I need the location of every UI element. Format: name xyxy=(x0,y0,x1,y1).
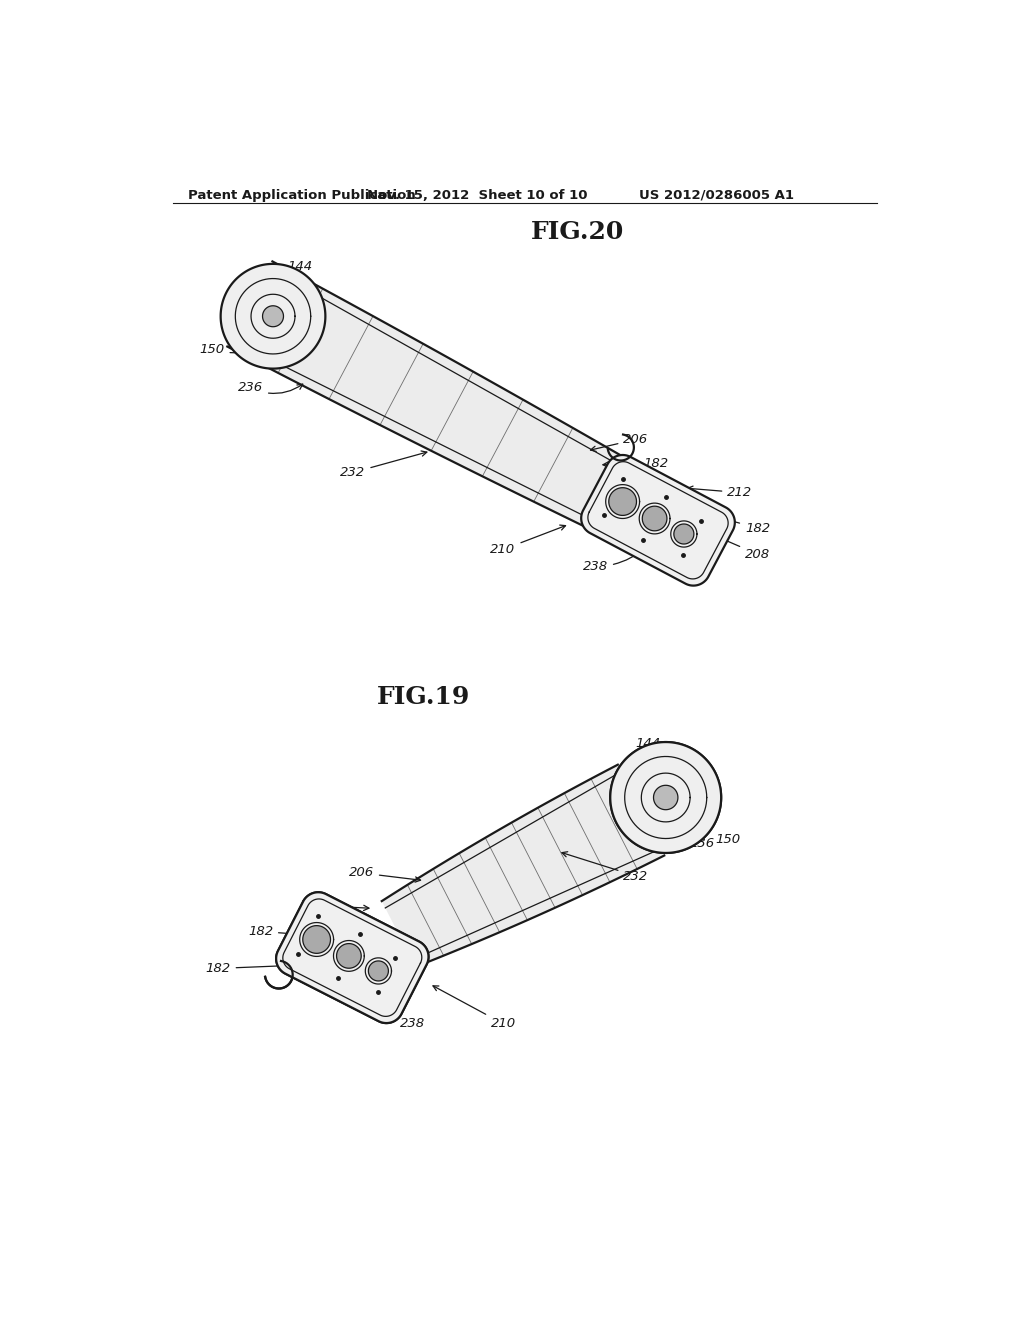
Polygon shape xyxy=(642,506,667,531)
Polygon shape xyxy=(610,742,721,853)
Text: 144: 144 xyxy=(636,738,667,754)
Polygon shape xyxy=(303,925,331,953)
Text: Nov. 15, 2012  Sheet 10 of 10: Nov. 15, 2012 Sheet 10 of 10 xyxy=(367,189,588,202)
Text: 212: 212 xyxy=(687,486,753,499)
Text: 182: 182 xyxy=(299,899,369,912)
Text: 182: 182 xyxy=(603,457,669,470)
Polygon shape xyxy=(227,261,722,577)
Polygon shape xyxy=(382,764,665,968)
Polygon shape xyxy=(337,944,361,969)
Polygon shape xyxy=(582,455,735,586)
Polygon shape xyxy=(369,961,388,981)
Polygon shape xyxy=(262,306,284,327)
Text: Patent Application Publication: Patent Application Publication xyxy=(188,189,416,202)
Polygon shape xyxy=(653,785,678,809)
Polygon shape xyxy=(276,892,428,1023)
Text: 206: 206 xyxy=(349,866,421,882)
Polygon shape xyxy=(337,944,361,969)
Text: 236: 236 xyxy=(643,826,715,850)
Polygon shape xyxy=(220,264,326,368)
Text: 150: 150 xyxy=(703,818,741,846)
Text: 182: 182 xyxy=(248,925,322,939)
Text: 182: 182 xyxy=(711,513,770,535)
Text: 238: 238 xyxy=(344,994,425,1031)
Polygon shape xyxy=(610,742,721,853)
Polygon shape xyxy=(674,524,694,544)
Polygon shape xyxy=(369,961,388,981)
Text: 210: 210 xyxy=(490,525,565,556)
Text: 232: 232 xyxy=(562,851,648,883)
Text: 208: 208 xyxy=(708,532,770,561)
Polygon shape xyxy=(609,487,637,515)
Text: FIG.20: FIG.20 xyxy=(530,219,624,244)
Polygon shape xyxy=(276,892,428,1023)
Text: 238: 238 xyxy=(583,548,645,573)
Polygon shape xyxy=(303,925,331,953)
Polygon shape xyxy=(653,785,678,809)
Text: 232: 232 xyxy=(340,451,427,479)
Text: US 2012/0286005 A1: US 2012/0286005 A1 xyxy=(639,189,794,202)
Text: 210: 210 xyxy=(433,986,516,1031)
Text: 236: 236 xyxy=(238,381,303,395)
Text: 144: 144 xyxy=(285,260,312,277)
Text: FIG.19: FIG.19 xyxy=(377,685,470,709)
Text: 206: 206 xyxy=(591,433,648,451)
Text: 182: 182 xyxy=(206,962,290,975)
Text: 150: 150 xyxy=(200,343,269,356)
